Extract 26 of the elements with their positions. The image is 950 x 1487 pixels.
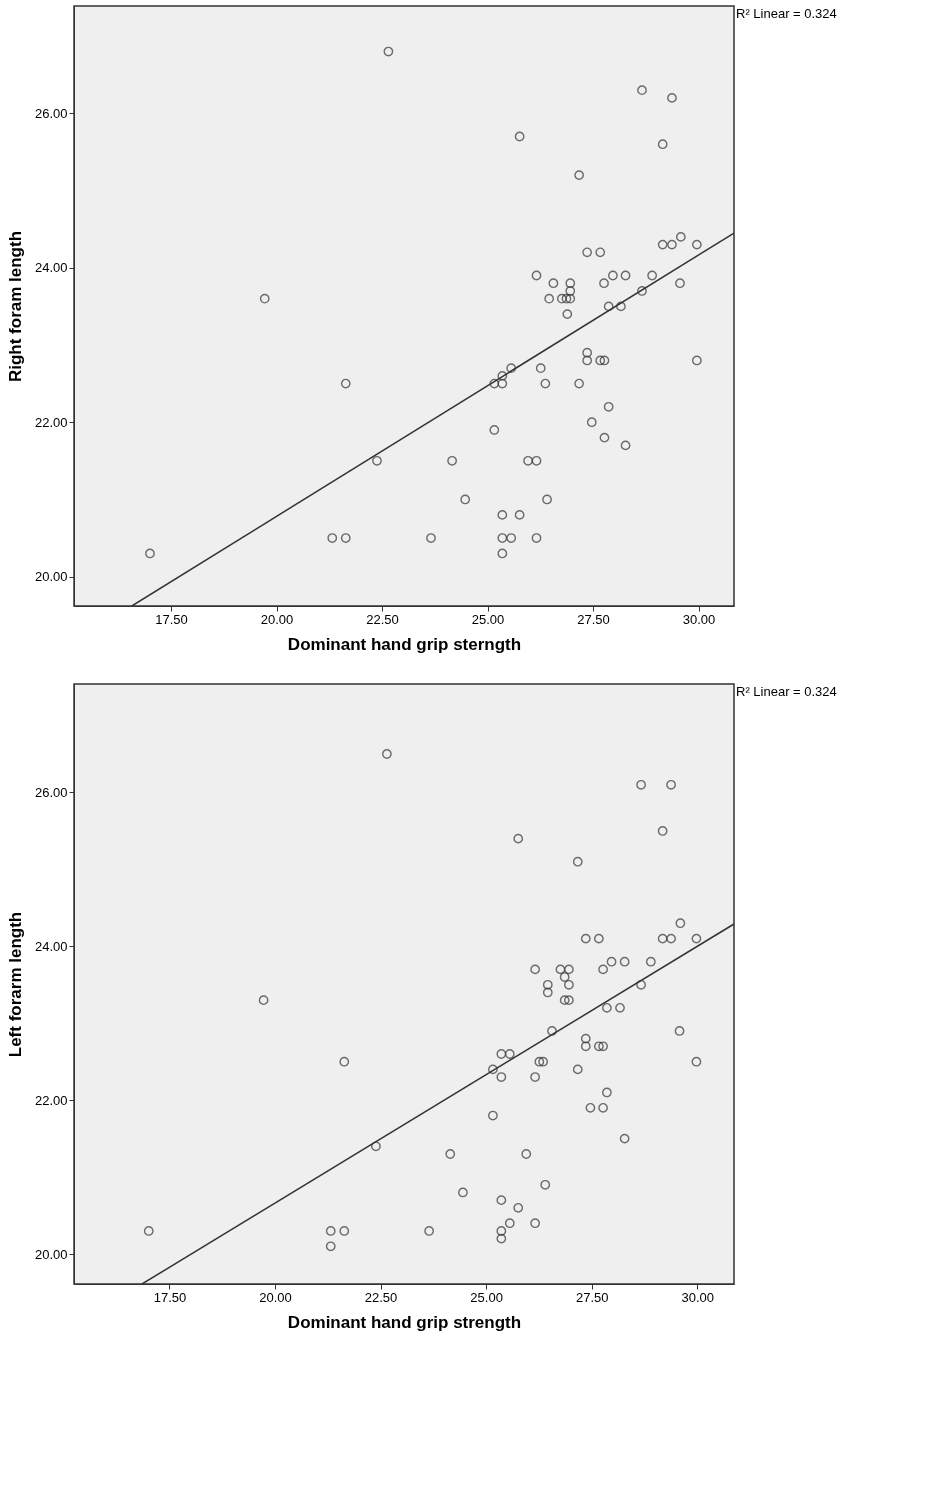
y-axis-title: Left forarm length xyxy=(5,911,25,1058)
text: R² Linear = 0.324 xyxy=(736,684,837,699)
x-tick-label: 17.50 xyxy=(155,611,188,627)
y-axis-title: Right foram length xyxy=(5,230,25,383)
x-tick-label: 17.50 xyxy=(153,1289,187,1305)
x-tick-label: 25.00 xyxy=(470,1289,503,1305)
x-tick-label: 20.00 xyxy=(260,611,294,627)
x-tick-label: 22.50 xyxy=(366,611,399,627)
x-tick-label: 30.00 xyxy=(682,611,716,627)
y-tick-label: 22.00 xyxy=(34,1092,68,1108)
x-tick-label: 22.50 xyxy=(364,1289,398,1305)
y-tick-label: 20.00 xyxy=(34,569,68,585)
x-tick-label: 27.50 xyxy=(577,611,610,627)
x-tick-label: 27.50 xyxy=(575,1289,609,1305)
x-tick-label: 25.00 xyxy=(471,611,505,627)
x-tick-label: 20.00 xyxy=(259,1289,292,1305)
y-tick-label: 22.00 xyxy=(34,414,68,430)
y-tick-label: 24.00 xyxy=(34,938,68,954)
y-tick-label: 20.00 xyxy=(34,1246,68,1262)
text: R² Linear = 0.324 xyxy=(736,6,837,21)
y-tick-label: 26.00 xyxy=(34,784,68,800)
y-tick-label: 24.00 xyxy=(34,260,68,276)
y-tick-label: 26.00 xyxy=(34,105,68,121)
x-tick-label: 30.00 xyxy=(681,1289,715,1305)
x-axis-title: Dominant hand grip strength xyxy=(287,1312,522,1332)
x-axis-title: Dominant hand grip sterngth xyxy=(287,634,522,654)
